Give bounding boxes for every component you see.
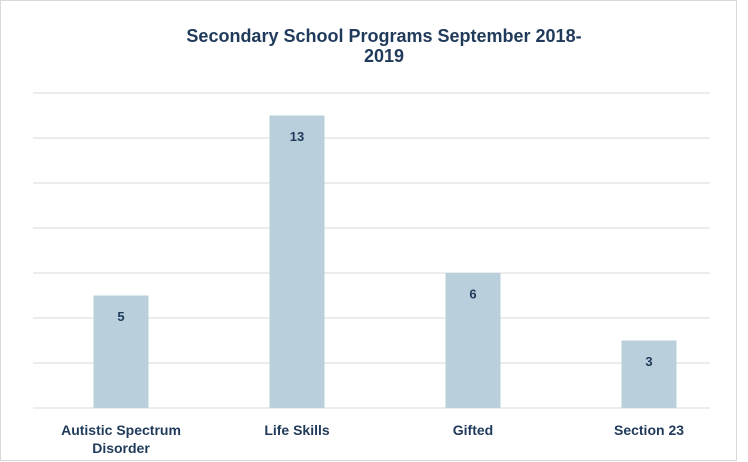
bar — [621, 340, 677, 408]
data-label: 3 — [645, 354, 652, 369]
chart-title: Secondary School Programs September 2018… — [186, 26, 582, 66]
x-tick-label: Gifted — [452, 422, 494, 438]
bar — [445, 273, 501, 408]
x-tick-label: Life Skills — [264, 422, 330, 438]
bar — [269, 115, 325, 408]
x-tick-label: Section 23 — [613, 422, 685, 438]
data-label: 13 — [290, 129, 304, 144]
x-tick-label: Autistic Spectrum Disorder — [61, 422, 181, 456]
data-label: 6 — [469, 286, 476, 301]
bar — [93, 295, 149, 408]
data-label: 5 — [117, 309, 124, 324]
